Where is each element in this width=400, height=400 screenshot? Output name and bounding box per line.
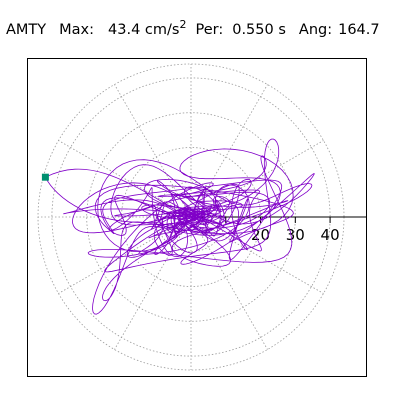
peak-marker bbox=[41, 173, 49, 181]
angle-label: Ang: bbox=[298, 22, 333, 38]
max-value: 43.4 cm/s bbox=[108, 22, 180, 38]
grid-spoke bbox=[114, 84, 186, 207]
radial-tick-label: 30 bbox=[286, 226, 305, 244]
grid-spoke bbox=[196, 84, 268, 207]
radial-tick-label: 40 bbox=[321, 226, 340, 244]
grid-spoke bbox=[196, 227, 268, 350]
max-exponent: 2 bbox=[179, 18, 187, 31]
grid-spoke bbox=[201, 140, 324, 212]
period-label: Per: bbox=[195, 22, 224, 38]
plot-frame bbox=[27, 58, 367, 377]
grid-spoke bbox=[114, 227, 186, 350]
grid-spoke bbox=[201, 222, 324, 294]
acceleration-orbit bbox=[44, 138, 315, 315]
grid-spoke bbox=[58, 140, 181, 212]
orbit-trace bbox=[63, 138, 315, 315]
period-value: 0.550 s bbox=[232, 22, 286, 38]
grid-spoke bbox=[58, 222, 181, 294]
max-label: Max: bbox=[59, 22, 95, 38]
plot-header: AMTY Max: 43.4 cm/s2 Per: 0.550 s Ang: 164.7 bbox=[6, 13, 380, 38]
peak-marker-group bbox=[41, 173, 49, 181]
angle-value: 164.7 bbox=[338, 22, 380, 38]
station-code: AMTY bbox=[6, 22, 47, 38]
